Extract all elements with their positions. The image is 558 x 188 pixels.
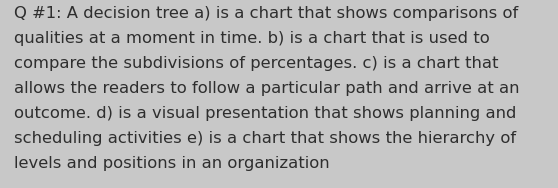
Text: compare the subdivisions of percentages. c) is a chart that: compare the subdivisions of percentages.… bbox=[14, 56, 498, 71]
Text: Q #1: A decision tree a) is a chart that shows comparisons of: Q #1: A decision tree a) is a chart that… bbox=[14, 6, 518, 21]
Text: qualities at a moment in time. b) is a chart that is used to: qualities at a moment in time. b) is a c… bbox=[14, 31, 490, 46]
Text: outcome. d) is a visual presentation that shows planning and: outcome. d) is a visual presentation tha… bbox=[14, 106, 516, 121]
Text: allows the readers to follow a particular path and arrive at an: allows the readers to follow a particula… bbox=[14, 81, 519, 96]
Text: scheduling activities e) is a chart that shows the hierarchy of: scheduling activities e) is a chart that… bbox=[14, 131, 516, 146]
Text: levels and positions in an organization: levels and positions in an organization bbox=[14, 156, 330, 171]
